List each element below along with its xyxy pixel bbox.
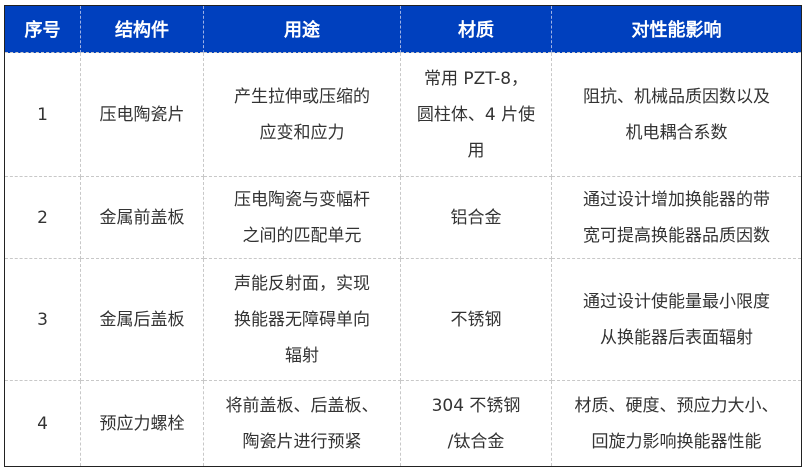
cell-part: 压电陶瓷片 <box>80 52 204 177</box>
header-row: 序号 结构件 用途 材质 对性能影响 <box>4 5 802 53</box>
cell-material: 常用 PZT-8， 圆柱体、4 片使 用 <box>400 52 552 177</box>
header-material: 材质 <box>400 5 552 53</box>
header-effect: 对性能影响 <box>551 5 802 53</box>
cell-use: 将前盖板、后盖板、 陶瓷片进行预紧 <box>203 380 401 467</box>
cell-no: 2 <box>4 176 81 259</box>
header-no: 序号 <box>4 5 81 53</box>
cell-part: 预应力螺栓 <box>80 380 204 467</box>
table-row: 2 金属前盖板 压电陶瓷与变幅杆 之间的匹配单元 铝合金 通过设计增加换能器的带… <box>4 176 802 259</box>
cell-use: 压电陶瓷与变幅杆 之间的匹配单元 <box>203 176 401 259</box>
table-row: 1 压电陶瓷片 产生拉伸或压缩的 应变和应力 常用 PZT-8， 圆柱体、4 片… <box>4 52 802 177</box>
header-use: 用途 <box>203 5 401 53</box>
cell-material: 304 不锈钢 /钛合金 <box>400 380 552 467</box>
cell-use: 声能反射面，实现 换能器无障碍单向 辐射 <box>203 258 401 381</box>
cell-no: 3 <box>4 258 81 381</box>
cell-no: 4 <box>4 380 81 467</box>
components-table: 序号 结构件 用途 材质 对性能影响 1 压电陶瓷片 产生拉伸或压缩的 应变和应… <box>4 5 802 467</box>
cell-no: 1 <box>4 52 81 177</box>
cell-effect: 阻抗、机械品质因数以及 机电耦合系数 <box>551 52 802 177</box>
table-row: 3 金属后盖板 声能反射面，实现 换能器无障碍单向 辐射 不锈钢 通过设计使能量… <box>4 258 802 381</box>
cell-use: 产生拉伸或压缩的 应变和应力 <box>203 52 401 177</box>
cell-effect: 通过设计增加换能器的带 宽可提高换能器品质因数 <box>551 176 802 259</box>
cell-effect: 材质、硬度、预应力大小、 回旋力影响换能器性能 <box>551 380 802 467</box>
cell-material: 铝合金 <box>400 176 552 259</box>
cell-effect: 通过设计使能量最小限度 从换能器后表面辐射 <box>551 258 802 381</box>
cell-part: 金属前盖板 <box>80 176 204 259</box>
cell-part: 金属后盖板 <box>80 258 204 381</box>
header-part: 结构件 <box>80 5 204 53</box>
table-row: 4 预应力螺栓 将前盖板、后盖板、 陶瓷片进行预紧 304 不锈钢 /钛合金 材… <box>4 380 802 467</box>
cell-material: 不锈钢 <box>400 258 552 381</box>
